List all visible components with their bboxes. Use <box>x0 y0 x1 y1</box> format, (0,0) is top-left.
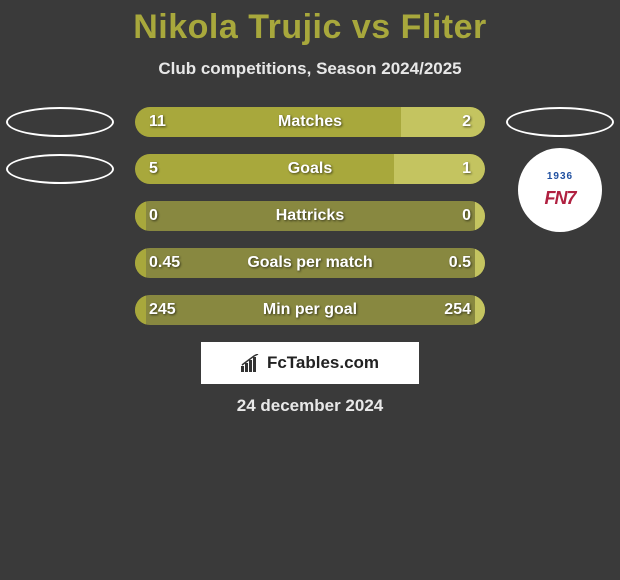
stat-bar: 00Hattricks <box>135 201 485 231</box>
chart-icon <box>241 354 261 372</box>
player-left-badge <box>6 107 114 137</box>
stat-bar: 112Matches <box>135 107 485 137</box>
page-title: Nikola Trujic vs Fliter <box>0 8 620 47</box>
brand-box[interactable]: FcTables.com <box>201 342 419 384</box>
brand-text: FcTables.com <box>267 353 379 373</box>
stat-label: Min per goal <box>135 295 485 325</box>
stat-bar: 51Goals <box>135 154 485 184</box>
stat-row: 0.450.5Goals per match <box>0 248 620 278</box>
subtitle: Club competitions, Season 2024/2025 <box>0 59 620 79</box>
stat-rows: 112Matches 1936FN751Goals 00Hattricks 0.450… <box>0 107 620 325</box>
stat-row: 245254Min per goal <box>0 295 620 325</box>
comparison-card: Nikola Trujic vs Fliter Club competition… <box>0 0 620 416</box>
stat-label: Goals <box>135 154 485 184</box>
stat-label: Matches <box>135 107 485 137</box>
stat-row: 112Matches <box>0 107 620 137</box>
stat-row: 1936FN751Goals <box>0 154 620 184</box>
stat-label: Hattricks <box>135 201 485 231</box>
club-year: 1936 <box>547 171 573 182</box>
player-right-badge <box>506 107 614 137</box>
player-left-badge <box>6 154 114 184</box>
stat-bar: 0.450.5Goals per match <box>135 248 485 278</box>
stat-row: 00Hattricks <box>0 201 620 231</box>
stat-bar: 245254Min per goal <box>135 295 485 325</box>
stat-label: Goals per match <box>135 248 485 278</box>
date-text: 24 december 2024 <box>0 396 620 416</box>
